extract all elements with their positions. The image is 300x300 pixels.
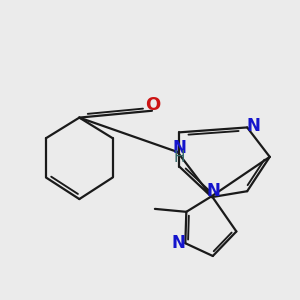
Text: O: O	[145, 96, 160, 114]
Text: N: N	[206, 182, 220, 200]
Text: H: H	[173, 150, 185, 165]
Text: N: N	[172, 234, 186, 252]
Text: N: N	[247, 117, 261, 135]
Text: N: N	[172, 140, 186, 158]
